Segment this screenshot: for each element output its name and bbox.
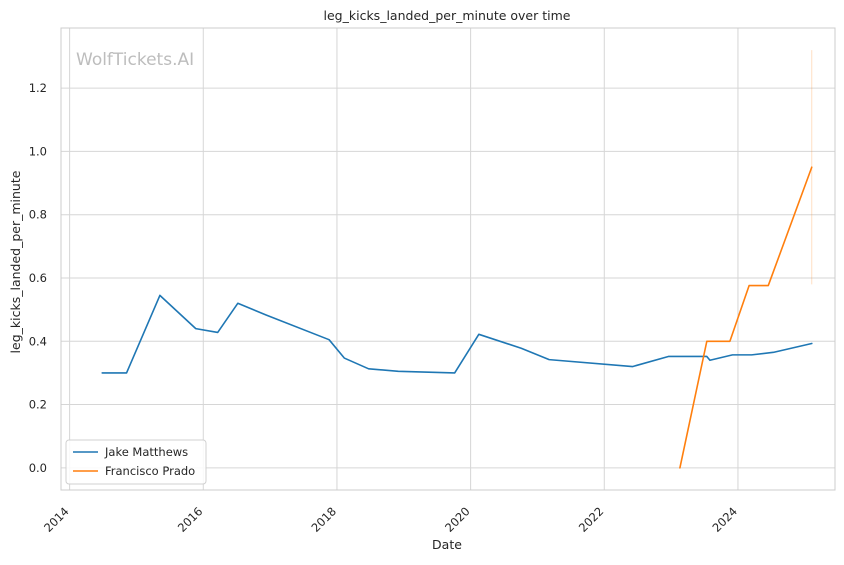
y-axis-title: leg_kicks_landed_per_minute [8, 170, 23, 353]
grid-layer [61, 28, 835, 490]
x-tick-label: 2014 [41, 504, 72, 535]
x-tick-label: 2016 [175, 504, 206, 535]
x-tick-label: 2022 [576, 504, 607, 535]
legend-label-francisco-prado: Francisco Prado [105, 464, 195, 478]
x-tick-label: 2020 [442, 504, 473, 535]
y-tick-label: 0.2 [29, 398, 47, 412]
legend-label-jake-matthews: Jake Matthews [104, 445, 188, 459]
x-tick-label: 2024 [709, 504, 740, 535]
y-tick-labels: 0.0 0.2 0.4 0.6 0.8 1.0 1.2 [29, 81, 47, 475]
legend: Jake Matthews Francisco Prado [65, 439, 207, 485]
plot-frame [60, 27, 836, 491]
series-line-francisco-prado [679, 166, 813, 469]
y-tick-label: 0.8 [29, 208, 47, 222]
y-tick-label: 1.0 [29, 144, 47, 158]
legend-box [65, 439, 207, 485]
x-axis-title: Date [432, 537, 462, 552]
y-tick-label: 0.4 [29, 334, 47, 348]
y-tick-label: 0.0 [29, 461, 47, 475]
chart-title: leg_kicks_landed_per_minute over time [324, 8, 571, 23]
y-tick-label: 0.6 [29, 271, 47, 285]
x-tick-label: 2018 [308, 504, 339, 535]
series-line-jake-matthews [101, 294, 813, 374]
x-tick-labels: 2014 2016 2018 2020 2022 2024 [41, 504, 740, 535]
series-layer [101, 166, 813, 469]
y-tick-label: 1.2 [29, 81, 47, 95]
watermark: WolfTickets.AI [76, 50, 194, 70]
